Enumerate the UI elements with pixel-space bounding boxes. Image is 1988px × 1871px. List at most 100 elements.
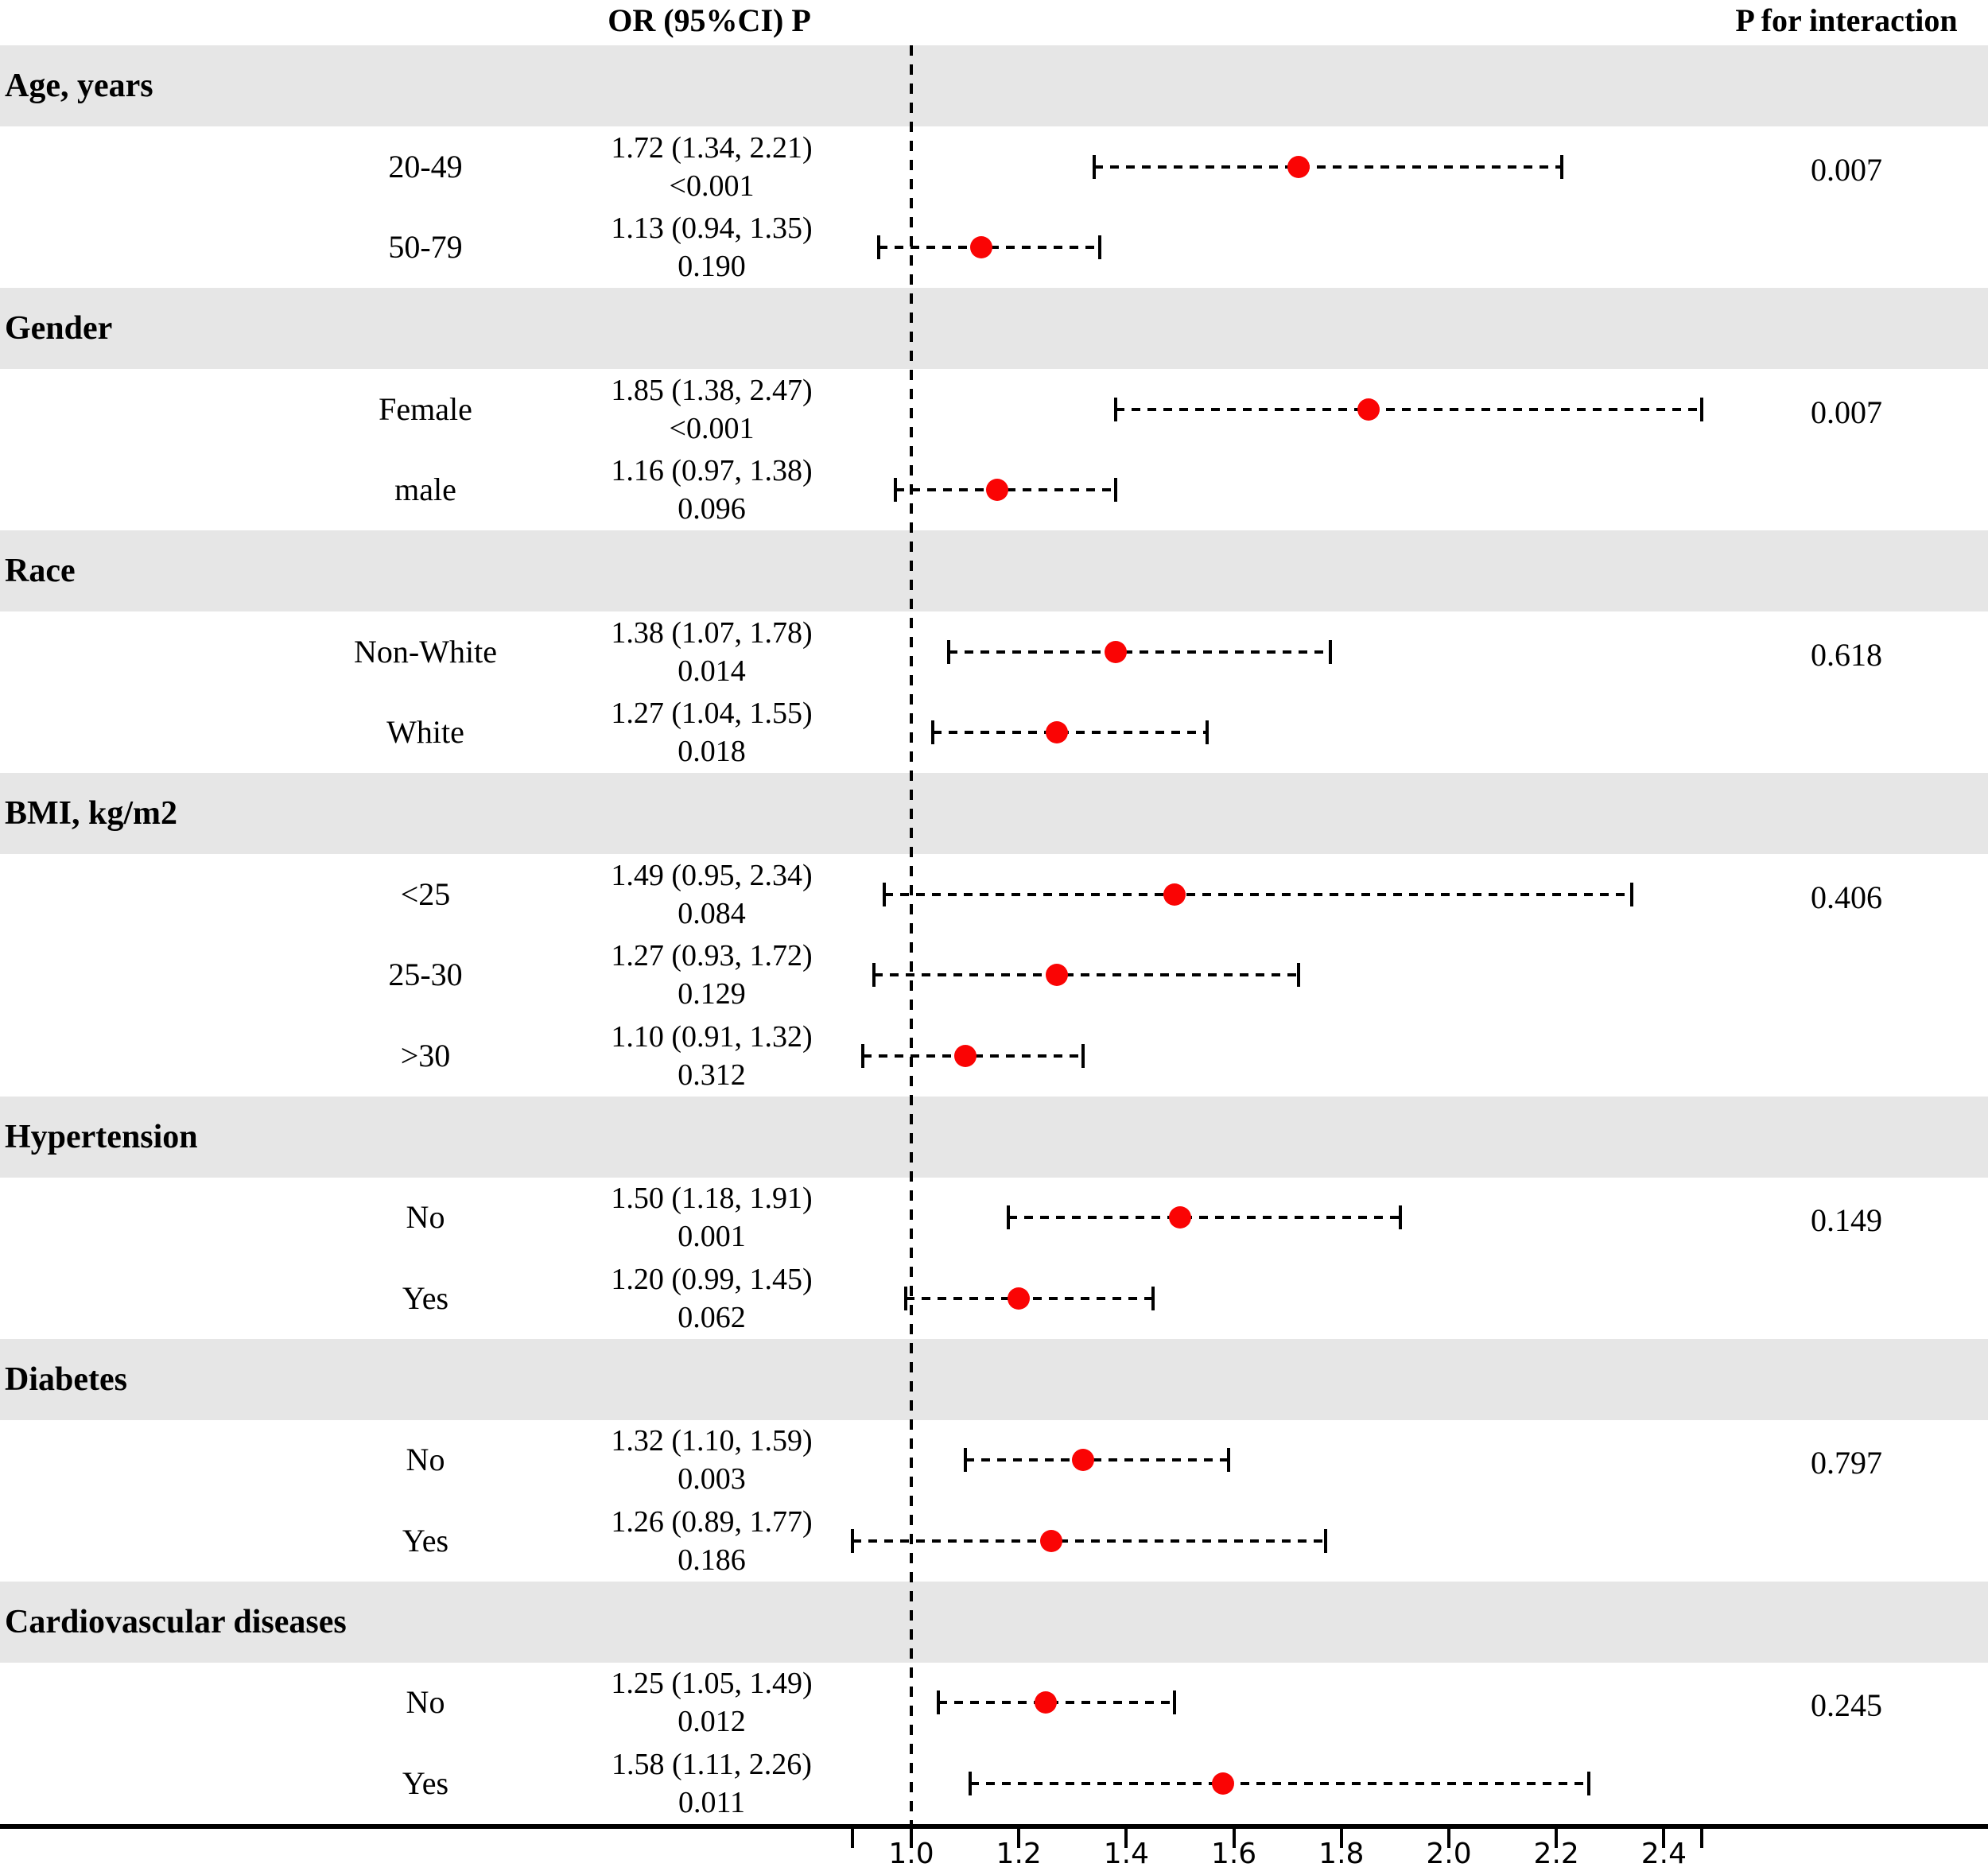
ci-cap-low bbox=[877, 235, 881, 260]
p-value: 0.190 bbox=[678, 250, 746, 284]
or-point-marker bbox=[1072, 1449, 1095, 1472]
x-axis-line bbox=[0, 1824, 1988, 1829]
ci-cap-high bbox=[1296, 963, 1300, 988]
ci-cap-low bbox=[904, 1287, 908, 1311]
or-ci-p-text: 1.32 (1.10, 1.59) 0.003 bbox=[611, 1422, 812, 1498]
x-axis-tick-label: 1.0 bbox=[888, 1838, 934, 1870]
x-axis-tick-label: 1.4 bbox=[1103, 1838, 1150, 1870]
p-value: 0.129 bbox=[678, 977, 746, 1011]
ci-interval-line bbox=[873, 973, 1299, 977]
ci-interval-line bbox=[1115, 407, 1702, 411]
or-point-marker bbox=[1008, 1287, 1031, 1310]
or-ci-value: 1.25 (1.05, 1.49) bbox=[611, 1667, 813, 1701]
x-axis-tick-label: 2.2 bbox=[1533, 1838, 1579, 1870]
x-axis-tick bbox=[1662, 1829, 1666, 1848]
or-ci-value: 1.27 (0.93, 1.72) bbox=[611, 939, 813, 973]
subgroup-label: male bbox=[394, 472, 456, 508]
p-value: 0.062 bbox=[678, 1301, 746, 1335]
or-point-marker bbox=[1104, 640, 1127, 663]
subgroup-label: White bbox=[386, 714, 464, 751]
p-value: 0.096 bbox=[678, 492, 746, 526]
ci-cap-high bbox=[1173, 1690, 1177, 1715]
or-ci-value: 1.32 (1.10, 1.59) bbox=[611, 1424, 813, 1458]
ci-cap-low bbox=[931, 720, 935, 745]
ci-cap-high bbox=[1586, 1772, 1590, 1796]
ci-interval-line bbox=[965, 1458, 1229, 1462]
p-value: 0.011 bbox=[678, 1786, 746, 1820]
ci-cap-low bbox=[850, 1529, 854, 1554]
group-label: Race bbox=[5, 552, 76, 589]
or-ci-value: 1.13 (0.94, 1.35) bbox=[611, 212, 813, 246]
or-ci-value: 1.26 (0.89, 1.77) bbox=[611, 1505, 813, 1539]
or-ci-p-text: 1.85 (1.38, 2.47) <0.001 bbox=[611, 371, 812, 448]
or-point-marker bbox=[1212, 1772, 1235, 1795]
x-axis-tick-label: 2.0 bbox=[1426, 1838, 1472, 1870]
p-interaction-column-header: P for interaction bbox=[1735, 2, 1958, 38]
ci-cap-low bbox=[861, 1044, 865, 1069]
or-ci-p-text: 1.38 (1.07, 1.78) 0.014 bbox=[611, 614, 812, 690]
or-column-header: OR (95%CI) P bbox=[608, 2, 811, 38]
ci-cap-low bbox=[893, 478, 897, 503]
ci-cap-high bbox=[1113, 478, 1117, 503]
subgroup-label: 25-30 bbox=[388, 957, 463, 993]
x-axis-tick-label: 2.4 bbox=[1640, 1838, 1687, 1870]
x-axis-tick bbox=[1124, 1829, 1128, 1848]
p-value: 0.001 bbox=[678, 1220, 746, 1254]
ci-cap-high bbox=[1097, 235, 1101, 260]
or-ci-p-text: 1.16 (0.97, 1.38) 0.096 bbox=[611, 452, 812, 528]
or-ci-p-text: 1.26 (0.89, 1.77) 0.186 bbox=[611, 1503, 812, 1579]
or-ci-value: 1.72 (1.34, 2.21) bbox=[611, 130, 813, 165]
or-ci-value: 1.50 (1.18, 1.91) bbox=[611, 1182, 813, 1216]
or-point-marker bbox=[1169, 1206, 1191, 1229]
p-for-interaction-value: 0.007 bbox=[1811, 394, 1882, 430]
ci-cap-low bbox=[969, 1772, 973, 1796]
subgroup-label: No bbox=[406, 1442, 445, 1478]
x-axis-range-end-tick bbox=[1699, 1829, 1703, 1848]
subgroup-label: 20-49 bbox=[388, 148, 463, 184]
or-point-marker bbox=[1163, 883, 1186, 906]
ci-cap-low bbox=[883, 882, 887, 906]
or-point-marker bbox=[1039, 1530, 1062, 1553]
ci-interval-line bbox=[970, 1782, 1589, 1786]
subgroup-label: No bbox=[406, 1684, 445, 1721]
group-band: Race bbox=[0, 530, 1988, 611]
p-for-interaction-value: 0.406 bbox=[1811, 879, 1882, 915]
p-value: 0.003 bbox=[678, 1462, 746, 1496]
ci-cap-high bbox=[1699, 397, 1703, 421]
group-band: Diabetes bbox=[0, 1338, 1988, 1420]
x-axis-tick bbox=[1555, 1829, 1559, 1848]
ci-interval-line bbox=[1008, 1216, 1401, 1220]
ci-interval-line bbox=[933, 731, 1207, 735]
ci-cap-low bbox=[947, 639, 951, 664]
or-ci-value: 1.10 (0.91, 1.32) bbox=[611, 1020, 813, 1054]
or-ci-value: 1.16 (0.97, 1.38) bbox=[611, 454, 813, 488]
or-ci-p-text: 1.10 (0.91, 1.32) 0.312 bbox=[611, 1018, 812, 1094]
or-ci-p-text: 1.72 (1.34, 2.21) <0.001 bbox=[611, 129, 812, 205]
p-for-interaction-value: 0.149 bbox=[1811, 1202, 1882, 1239]
group-band: Hypertension bbox=[0, 1096, 1988, 1178]
p-for-interaction-value: 0.618 bbox=[1811, 636, 1882, 673]
subgroup-label: 50-79 bbox=[388, 229, 463, 266]
ci-interval-line bbox=[1093, 165, 1562, 169]
ci-cap-low bbox=[1006, 1205, 1010, 1230]
group-label: Age, years bbox=[5, 67, 153, 104]
ci-interval-line bbox=[949, 650, 1331, 654]
or-ci-value: 1.58 (1.11, 2.26) bbox=[612, 1748, 812, 1782]
subgroup-label: No bbox=[406, 1199, 445, 1236]
ci-cap-high bbox=[1226, 1448, 1230, 1473]
or-point-marker bbox=[1035, 1691, 1057, 1714]
p-value: <0.001 bbox=[669, 411, 755, 445]
x-axis-tick-label: 1.8 bbox=[1318, 1838, 1365, 1870]
group-band: Gender bbox=[0, 288, 1988, 369]
x-axis-tick bbox=[1447, 1829, 1450, 1848]
ci-cap-high bbox=[1399, 1205, 1403, 1230]
x-axis-tick-label: 1.2 bbox=[996, 1838, 1042, 1870]
x-axis-tick-label: 1.6 bbox=[1210, 1838, 1257, 1870]
p-value: 0.014 bbox=[678, 654, 746, 688]
p-value: 0.018 bbox=[678, 735, 746, 769]
or-point-marker bbox=[986, 479, 1009, 502]
subgroup-label: <25 bbox=[400, 875, 451, 912]
or-point-marker bbox=[953, 1045, 977, 1068]
x-axis-tick bbox=[910, 1829, 913, 1848]
